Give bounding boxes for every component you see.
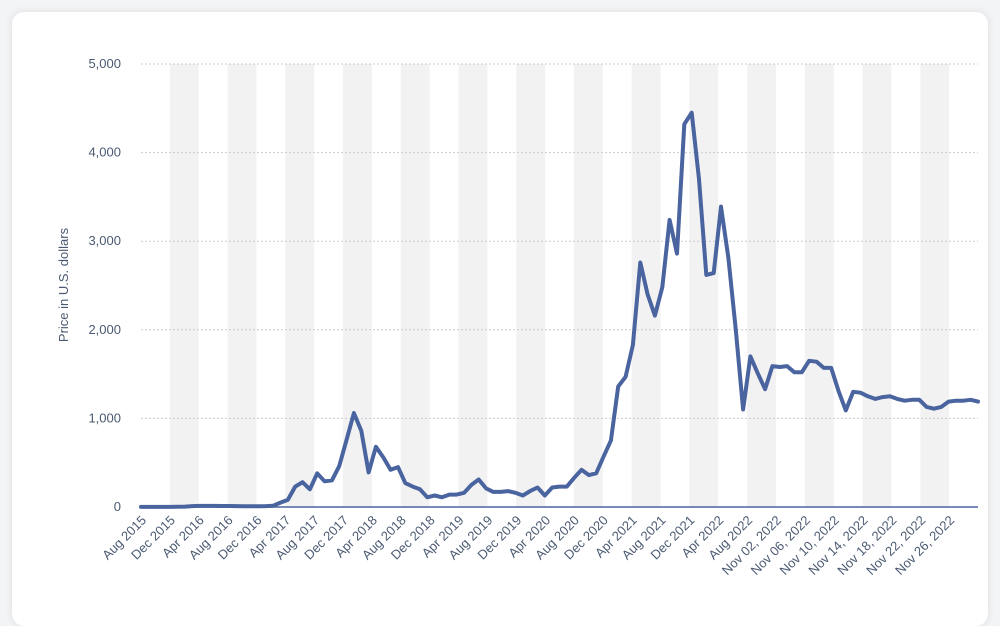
y-axis-label: Price in U.S. dollars	[56, 227, 71, 342]
gridlines	[141, 63, 978, 419]
y-tick-label: 0	[114, 499, 121, 514]
price-line	[139, 110, 980, 509]
price-series	[139, 110, 980, 509]
background-band	[804, 64, 834, 507]
background-band	[573, 64, 603, 507]
y-tick-label: 4,000	[88, 145, 121, 160]
background-band	[169, 64, 199, 507]
background-band	[458, 64, 488, 507]
background-band	[747, 64, 776, 507]
background-band	[285, 64, 315, 507]
y-tick-label: 3,000	[88, 233, 121, 248]
background-band	[227, 64, 257, 507]
background-band	[400, 64, 430, 507]
y-tick-label: 5,000	[88, 56, 121, 71]
y-tick-labels: 0 1,000 2,000 3,000 4,000 5,000	[88, 56, 121, 514]
background-band	[920, 64, 950, 507]
y-tick-label: 2,000	[88, 322, 121, 337]
background-band	[516, 64, 546, 507]
background-bands	[169, 64, 950, 507]
background-band	[862, 64, 892, 507]
y-tick-label: 1,000	[88, 410, 121, 425]
